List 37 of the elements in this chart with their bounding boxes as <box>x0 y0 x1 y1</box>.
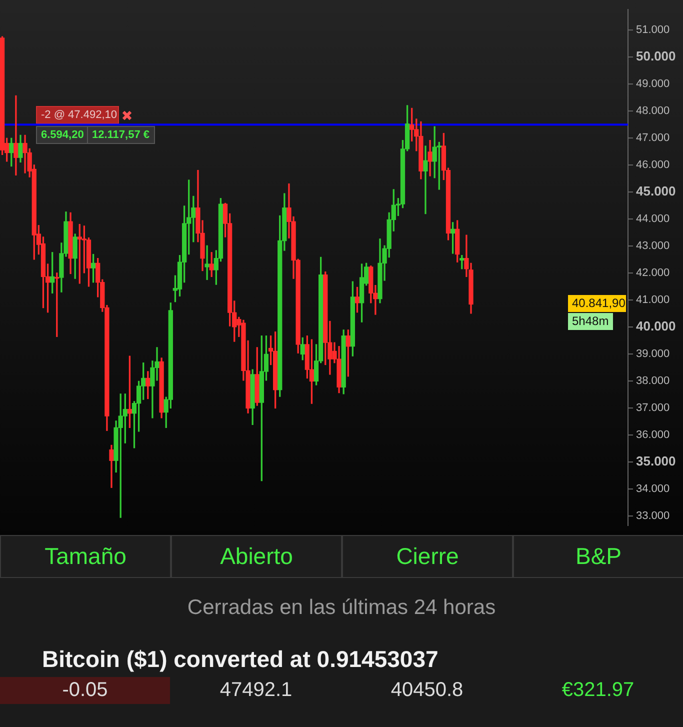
text: Tamaño <box>0 535 171 578</box>
text: €321.97 <box>560 678 636 703</box>
y-tick-label: 45.000 <box>636 183 676 198</box>
annotation: 40.841,90 <box>568 295 626 312</box>
candlestick <box>204 245 210 280</box>
annotation: 5h48m <box>568 313 613 330</box>
text: 47492.1 <box>218 678 294 703</box>
y-tick-label: 47.000 <box>636 132 670 144</box>
y-tick-label: 42.000 <box>636 266 670 279</box>
y-tick-label: 38.000 <box>636 374 670 387</box>
y-tick-label: 44.000 <box>636 212 670 225</box>
y-tick-label: 34.000 <box>636 482 670 495</box>
text: 40450.8 <box>390 678 464 703</box>
text: Abierto <box>171 535 342 578</box>
text: Cerradas en las últimas 24 horas <box>186 596 497 620</box>
candlestick <box>14 95 18 176</box>
y-tick-label: 48.000 <box>636 104 670 117</box>
text: B&P <box>513 535 683 578</box>
annotation: 6.594,20 <box>36 126 89 144</box>
y-tick-label: 51.000 <box>636 24 670 36</box>
text: -0.05 <box>0 677 170 704</box>
annotation: 12.117,57 € <box>87 126 155 144</box>
candlestick <box>423 146 428 214</box>
y-tick-label: 49.000 <box>636 78 670 90</box>
y-tick-label: 41.000 <box>636 294 670 306</box>
y-tick-label: 35.000 <box>636 454 676 469</box>
text: Cierre <box>342 535 513 578</box>
y-tick-label: 39.000 <box>636 348 670 360</box>
y-tick-label: 43.000 <box>636 240 670 252</box>
ref-line-label: -2 @ 47.492,10 <box>36 106 119 124</box>
y-tick-label: 50.000 <box>636 48 676 64</box>
y-tick-label: 46.000 <box>636 158 670 171</box>
text: Bitcoin ($1) converted at 0.91453037 <box>42 646 438 673</box>
y-tick-label: 40.000 <box>636 318 676 334</box>
y-tick-label: 33.000 <box>636 510 670 522</box>
y-tick-label: 37.000 <box>636 402 670 414</box>
y-tick-label: 36.000 <box>636 428 670 441</box>
